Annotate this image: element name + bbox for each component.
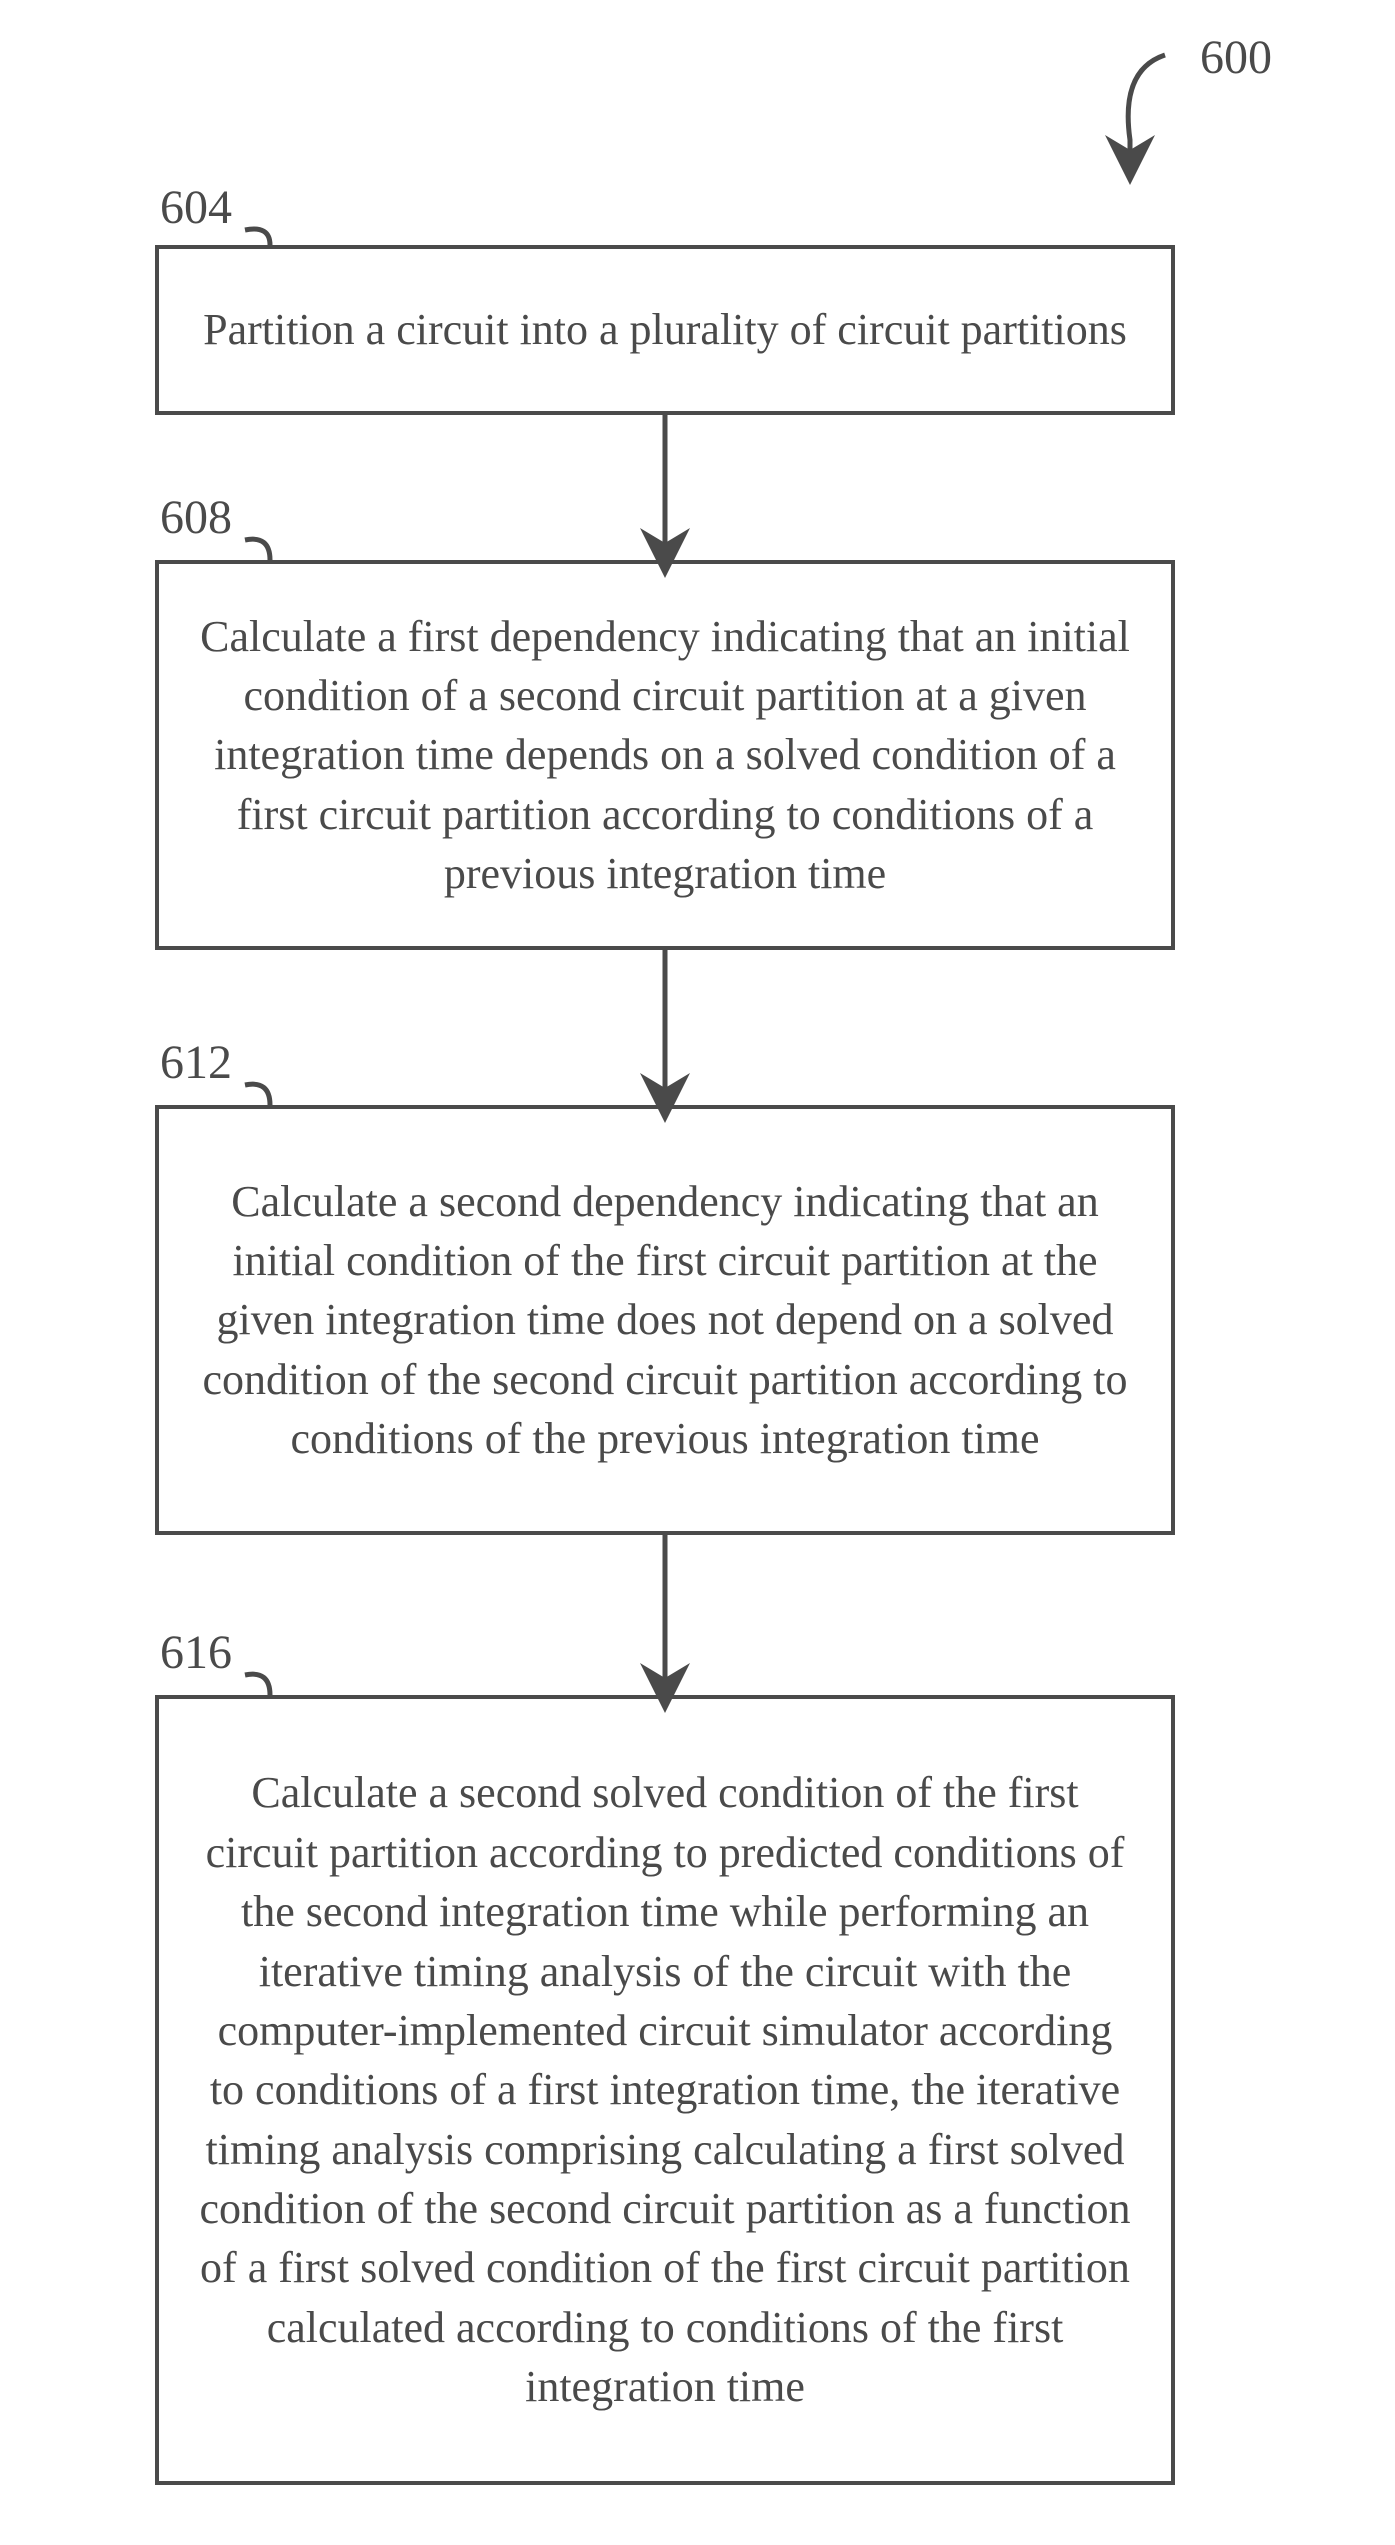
flowchart-step-text: Calculate a second solved condition of t… xyxy=(199,1763,1131,2416)
flowchart-step-text: Partition a circuit into a plurality of … xyxy=(203,300,1127,359)
figure-ref-label: 600 xyxy=(1200,30,1272,85)
figure-ref-arrow xyxy=(1128,55,1165,155)
flowchart-step-608: Calculate a first dependency indicating … xyxy=(155,560,1175,950)
flowchart-step-text: Calculate a second dependency indicating… xyxy=(199,1172,1131,1469)
step-ref-label-616: 616 xyxy=(160,1625,232,1680)
flowchart-step-616: Calculate a second solved condition of t… xyxy=(155,1695,1175,2485)
flowchart-step-text: Calculate a first dependency indicating … xyxy=(199,607,1131,904)
step-ref-label-604: 604 xyxy=(160,180,232,235)
step-ref-leader-616 xyxy=(245,1674,270,1695)
flowchart-step-612: Calculate a second dependency indicating… xyxy=(155,1105,1175,1535)
step-ref-leader-612 xyxy=(245,1084,270,1105)
step-ref-label-612: 612 xyxy=(160,1035,232,1090)
step-ref-leader-604 xyxy=(245,229,270,245)
step-ref-label-608: 608 xyxy=(160,490,232,545)
flowchart-step-604: Partition a circuit into a plurality of … xyxy=(155,245,1175,415)
step-ref-leader-608 xyxy=(245,539,270,560)
